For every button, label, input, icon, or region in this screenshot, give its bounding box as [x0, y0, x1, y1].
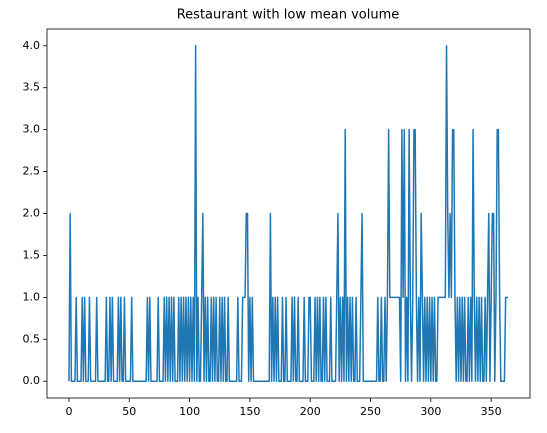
y-tick-label: 1.5 — [23, 248, 41, 261]
y-tick-label: 2.5 — [23, 165, 41, 178]
x-tick-label: 200 — [300, 405, 321, 418]
y-tick-label: 3.5 — [23, 81, 41, 94]
x-tick-label: 300 — [420, 405, 441, 418]
data-line — [68, 45, 509, 382]
y-tick-label: 0.0 — [23, 374, 41, 387]
x-tick-label: 150 — [239, 405, 260, 418]
y-tick-label: 3.0 — [23, 123, 41, 136]
chart-title: Restaurant with low mean volume — [177, 8, 400, 23]
y-tick-label: 2.0 — [23, 207, 41, 220]
y-tick-label: 0.5 — [23, 332, 41, 345]
x-tick-label: 250 — [360, 405, 381, 418]
y-tick-label: 4.0 — [23, 39, 41, 52]
x-tick-label: 350 — [481, 405, 502, 418]
x-tick-label: 50 — [122, 405, 136, 418]
x-tick-label: 0 — [65, 405, 72, 418]
x-tick-label: 100 — [179, 405, 200, 418]
y-tick-label: 1.0 — [23, 290, 41, 303]
